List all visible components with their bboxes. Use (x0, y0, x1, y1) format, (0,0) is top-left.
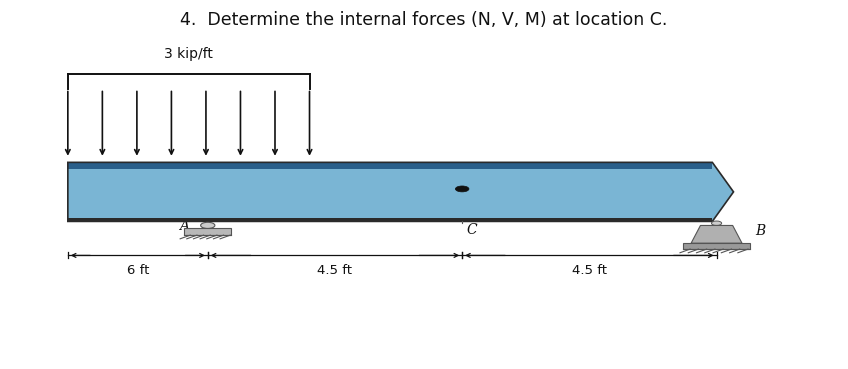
Circle shape (455, 186, 469, 192)
Bar (185, 228, 231, 235)
Polygon shape (691, 225, 742, 243)
Text: 4.5 ft: 4.5 ft (317, 263, 353, 276)
Text: C: C (466, 223, 477, 237)
Text: 6 ft: 6 ft (126, 263, 149, 276)
Text: B: B (755, 224, 765, 238)
Polygon shape (68, 162, 734, 221)
Text: 3 kip/ft: 3 kip/ft (165, 47, 213, 61)
Bar (683, 243, 750, 249)
Text: 4.5 ft: 4.5 ft (572, 263, 607, 276)
Circle shape (201, 222, 215, 228)
Polygon shape (68, 162, 712, 169)
Text: A: A (179, 219, 189, 233)
Polygon shape (68, 218, 712, 221)
Circle shape (711, 221, 722, 225)
Text: 4.  Determine the internal forces (N, V, M) at location C.: 4. Determine the internal forces (N, V, … (181, 11, 667, 29)
